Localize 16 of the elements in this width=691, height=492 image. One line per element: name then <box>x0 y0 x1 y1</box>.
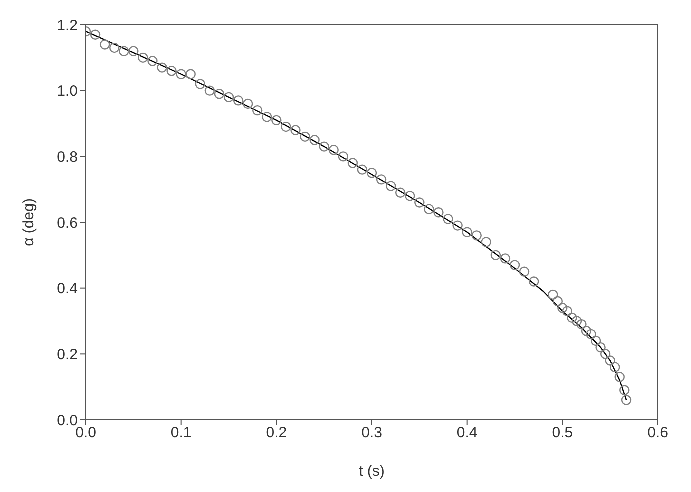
y-tick-label: 0.2 <box>57 346 78 364</box>
y-tick-label: 1.2 <box>57 17 78 34</box>
x-axis-title: t (s) <box>359 463 385 480</box>
y-tick-label: 0.4 <box>57 280 78 298</box>
y-axis-title: α (deg) <box>20 198 38 246</box>
y-tick-label: 1.0 <box>57 83 78 100</box>
x-tick-label: 0.3 <box>362 424 382 442</box>
x-tick-label: 0.6 <box>648 424 668 442</box>
x-tick-label: 0.0 <box>76 424 96 442</box>
x-tick-label: 0.1 <box>170 424 192 442</box>
x-tick-label: 0.2 <box>266 424 288 442</box>
y-tick-label: 0.8 <box>57 148 78 166</box>
y-tick-label: 0.6 <box>57 214 78 232</box>
x-tick-label: 0.4 <box>456 424 478 442</box>
x-tick-label: 0.5 <box>552 424 574 442</box>
y-tick-label: 0.0 <box>57 412 78 430</box>
